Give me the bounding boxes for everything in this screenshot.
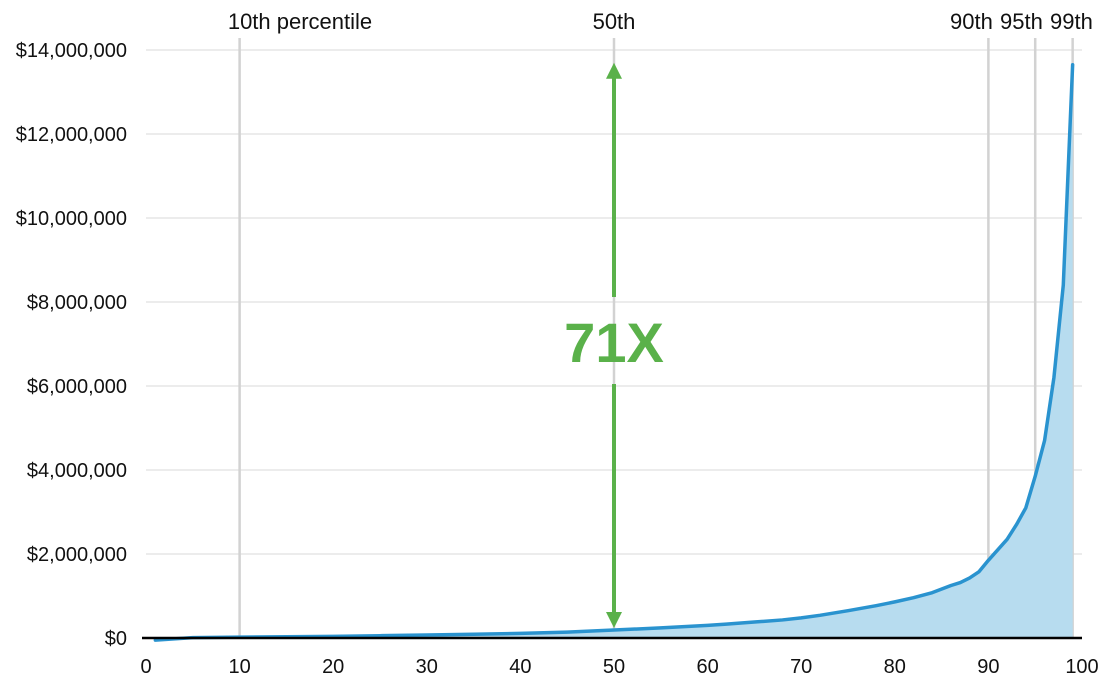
y-tick-label: $2,000,000: [27, 544, 127, 566]
y-tick-label: $14,000,000: [16, 40, 127, 62]
y-tick-label: $6,000,000: [27, 376, 127, 398]
x-tick-label: 100: [1065, 656, 1098, 678]
distribution-area-fill: [155, 64, 1073, 641]
x-tick-label: 40: [509, 656, 531, 678]
x-tick-label: 10: [228, 656, 250, 678]
percentile-label: 90th: [950, 9, 993, 34]
y-tick-label: $4,000,000: [27, 460, 127, 482]
x-tick-label: 90: [977, 656, 999, 678]
x-tick-label: 20: [322, 656, 344, 678]
y-tick-label: $10,000,000: [16, 208, 127, 230]
area-layer: [153, 62, 1075, 642]
distribution-line: [153, 62, 1075, 642]
x-tick-label: 30: [416, 656, 438, 678]
y-tick-label: $8,000,000: [27, 292, 127, 314]
annotation-layer: 71X: [564, 62, 664, 629]
percentile-label: 50th: [593, 9, 636, 34]
y-tick-label: $12,000,000: [16, 124, 127, 146]
x-tick-label: 70: [790, 656, 812, 678]
y-tick-label: $0: [105, 628, 127, 650]
percentile-label: 10th percentile: [228, 9, 372, 34]
x-tick-label: 0: [140, 656, 151, 678]
annotation-arrowhead-up: [606, 62, 622, 79]
percentile-label: 95th: [1000, 9, 1043, 34]
x-tick-label: 80: [884, 656, 906, 678]
percentile-label: 99th: [1050, 9, 1093, 34]
x-tick-label: 50: [603, 656, 625, 678]
label-layer: $0 $2,000,000 $4,000,000 $6,000,000 $8,000,0…: [16, 9, 1099, 678]
annotation-arrowhead-down: [606, 612, 622, 629]
x-tick-label: 60: [696, 656, 718, 678]
annotation-label: 71X: [564, 311, 664, 374]
